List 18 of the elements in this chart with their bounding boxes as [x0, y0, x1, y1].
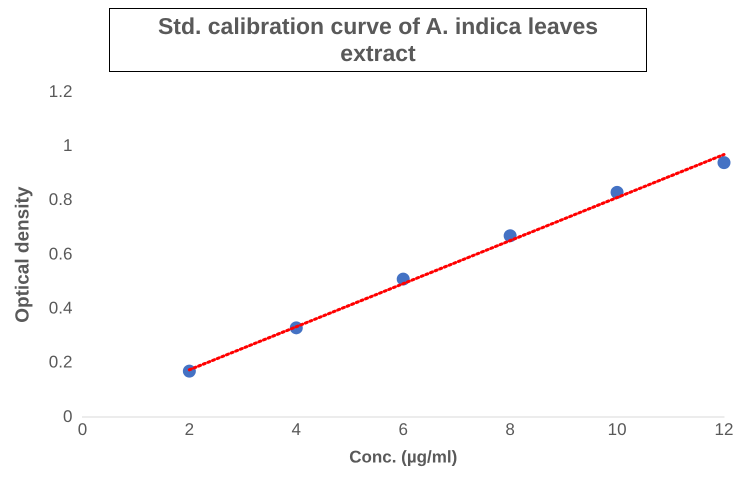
y-tick-label: 1.2 [48, 82, 72, 101]
y-tick-label: 0.4 [48, 298, 72, 318]
point [718, 156, 730, 170]
y-tick-label: 1 [62, 136, 72, 156]
x-tick-label: 6 [398, 420, 408, 440]
x-tick-label: 2 [184, 420, 194, 440]
x-axis-title: Conc. (µg/ml) [349, 447, 458, 466]
x-tick-label: 12 [714, 420, 734, 440]
x-tick-label: 4 [292, 420, 302, 440]
chart-title: Std. calibration curve of A. indica leaves extract [109, 8, 647, 72]
y-axis-title: Optical density [12, 186, 34, 323]
y-tick-label: 0.8 [48, 190, 72, 210]
x-tick-label: 0 [78, 420, 88, 440]
y-tick-label: 0.2 [48, 352, 72, 372]
x-tick-label: 10 [608, 420, 627, 440]
x-tick-label: 8 [505, 420, 515, 440]
y-tick-label: 0 [62, 406, 72, 426]
y-tick-label: 0.6 [48, 244, 72, 264]
